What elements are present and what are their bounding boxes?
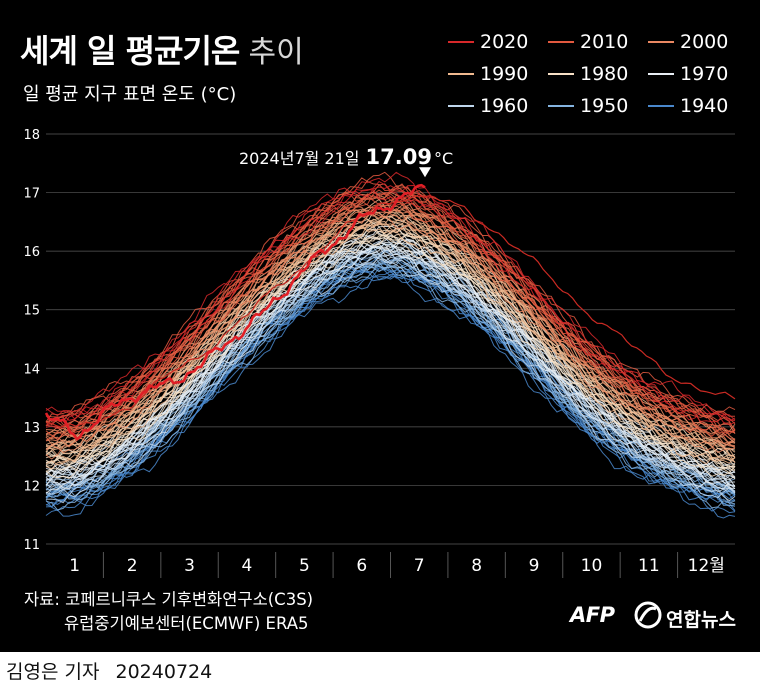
legend-swatch [448, 73, 474, 75]
legend-item-2010: 2010 [548, 30, 648, 54]
y-tick-label: 14 [23, 362, 40, 377]
year-line-2000 [45, 207, 736, 454]
year-line-1980 [45, 230, 736, 480]
legend-item-1950: 1950 [548, 94, 648, 118]
y-tick-label: 11 [23, 538, 40, 553]
x-tick-label: 10 [581, 556, 603, 576]
title-light: 추이 [248, 35, 304, 70]
source-note: 자료: 코페르니쿠스 기후변화연구소(C3S) 유럽중기예보센터(ECMWF) … [24, 588, 313, 636]
year-line-1990 [45, 220, 736, 470]
year-line-2024 [44, 183, 426, 441]
legend-item-1970: 1970 [648, 62, 748, 86]
legend-swatch [648, 41, 674, 43]
legend-label: 1980 [580, 63, 629, 85]
year-line-2020 [45, 180, 736, 430]
source-line-1: 자료: 코페르니쿠스 기후변화연구소(C3S) [24, 590, 314, 609]
legend-label: 2020 [480, 31, 529, 53]
afp-logo: AFP [570, 603, 615, 627]
year-line-1990 [45, 214, 736, 464]
year-line-1990 [45, 214, 736, 459]
x-tick-label: 7 [414, 556, 425, 576]
x-tick-label: 11 [638, 556, 660, 576]
legend-swatch [648, 73, 674, 75]
year-line-1950 [45, 249, 736, 499]
x-tick-label: 3 [184, 556, 195, 576]
y-tick-label: 12 [23, 479, 40, 494]
annotation-unit: °C [434, 149, 453, 168]
legend-item-2000: 2000 [648, 30, 748, 54]
year-line-2020 [45, 188, 736, 426]
yonhap-logo-text: 연합뉴스 [666, 609, 736, 631]
x-tick-label: 1 [69, 556, 80, 576]
y-tick-label: 13 [23, 421, 40, 436]
year-line-2000 [45, 208, 736, 460]
year-line-1960 [46, 243, 736, 487]
x-tick-label: 12월 [688, 556, 725, 576]
year-line-1990 [45, 225, 736, 466]
x-tick-label: 9 [529, 556, 540, 576]
year-line-1960 [45, 254, 736, 502]
chart-title: 세계 일 평균기온 추이 [20, 26, 304, 72]
legend-swatch [548, 41, 574, 43]
legend-swatch [648, 105, 674, 107]
y-tick-label: 18 [23, 128, 40, 143]
legend-label: 1950 [580, 95, 629, 117]
yonhap-logo-icon [634, 601, 662, 629]
year-line-2020 [45, 171, 736, 422]
legend-item-1980: 1980 [548, 62, 648, 86]
legend-item-1940: 1940 [648, 94, 748, 118]
year-line-1970 [45, 245, 736, 494]
y-tick-label: 17 [23, 187, 40, 202]
legend-label: 2010 [580, 31, 629, 53]
legend-swatch [448, 105, 474, 107]
year-line-2000 [45, 205, 736, 447]
x-tick-label: 5 [299, 556, 310, 576]
year-line-2020 [45, 184, 736, 422]
y-tick-label: 16 [23, 245, 40, 260]
chart-subtitle: 일 평균 지구 표면 온도 (°C) [23, 84, 237, 105]
annotation-date: 2024년7월 21일 [239, 149, 360, 168]
year-line-2010 [45, 195, 736, 441]
byline: 김영은 기자 20240724 [6, 657, 212, 684]
legend-label: 2000 [680, 31, 729, 53]
x-tick-label: 4 [242, 556, 253, 576]
legend-label: 1940 [680, 95, 729, 117]
byline-name: 김영은 기자 [6, 661, 100, 683]
year-line-2010 [45, 183, 736, 434]
year-line-1950 [46, 258, 736, 495]
year-line-1940 [45, 270, 736, 514]
year-lines [45, 171, 736, 519]
legend-item-2020: 2020 [448, 30, 548, 54]
legend-label: 1970 [680, 63, 729, 85]
year-line-1940 [45, 265, 736, 512]
legend-swatch [448, 41, 474, 43]
year-line-1970 [45, 241, 736, 490]
y-tick-label: 15 [23, 304, 40, 319]
annotation-marker-icon [419, 167, 431, 178]
legend-item-1990: 1990 [448, 62, 548, 86]
annotation-label: 2024년7월 21일 17.09 °C [239, 145, 453, 169]
year-line-2023 [45, 194, 736, 428]
byline-date: 20240724 [115, 661, 213, 683]
legend-label: 1960 [480, 95, 529, 117]
year-line-1940 [45, 273, 736, 519]
legend-label: 1990 [480, 63, 529, 85]
year-line-1970 [45, 238, 736, 488]
legend: 2020 2010 2000 1990 1980 1970 1960 1950 1940 [448, 30, 748, 118]
year-line-1970 [45, 235, 736, 486]
x-tick-label: 2 [127, 556, 138, 576]
legend-swatch [548, 105, 574, 107]
source-line-2: 유럽중기예보센터(ECMWF) ERA5 [64, 614, 309, 633]
legend-swatch [548, 73, 574, 75]
infographic-panel: 세계 일 평균기온 추이 일 평균 지구 표면 온도 (°C) 2020 2010… [0, 0, 760, 652]
title-main: 세계 일 평균기온 [20, 32, 240, 70]
legend-item-1960: 1960 [448, 94, 548, 118]
year-line-1940 [45, 262, 736, 508]
annotation-value: 17.09 [366, 145, 432, 169]
year-line-2010 [45, 189, 736, 441]
x-tick-label: 8 [471, 556, 482, 576]
x-tick-label: 6 [356, 556, 367, 576]
